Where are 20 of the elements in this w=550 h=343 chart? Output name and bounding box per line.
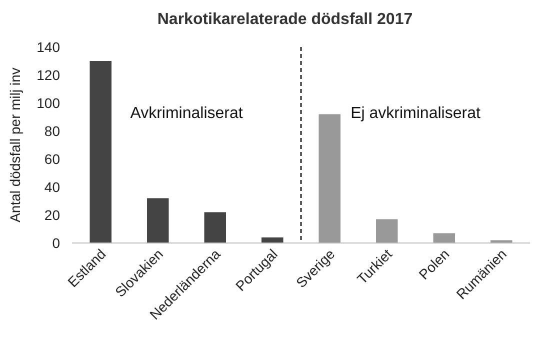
- y-tick-label: 40: [44, 178, 60, 195]
- bar: [490, 240, 512, 243]
- bar: [204, 212, 226, 243]
- y-tick-label: 140: [36, 38, 60, 55]
- bar: [433, 233, 455, 243]
- y-axis-title: Antal dödsfall per milj inv: [7, 68, 23, 222]
- annotation: Avkriminaliserat: [130, 105, 244, 122]
- bar: [318, 114, 340, 243]
- y-tick-label: 0: [52, 234, 60, 251]
- annotation: Ej avkriminaliserat: [350, 105, 481, 122]
- chart-title: Narkotikarelaterade dödsfall 2017: [157, 11, 413, 28]
- y-tick-label: 60: [44, 150, 60, 167]
- bar: [90, 61, 112, 243]
- y-tick-label: 100: [36, 94, 60, 111]
- bar: [376, 219, 398, 243]
- bar: [146, 198, 169, 243]
- bar: [261, 237, 284, 243]
- y-tick-label: 120: [36, 66, 60, 83]
- y-tick-label: 80: [44, 122, 60, 139]
- y-tick-label: 20: [44, 206, 60, 223]
